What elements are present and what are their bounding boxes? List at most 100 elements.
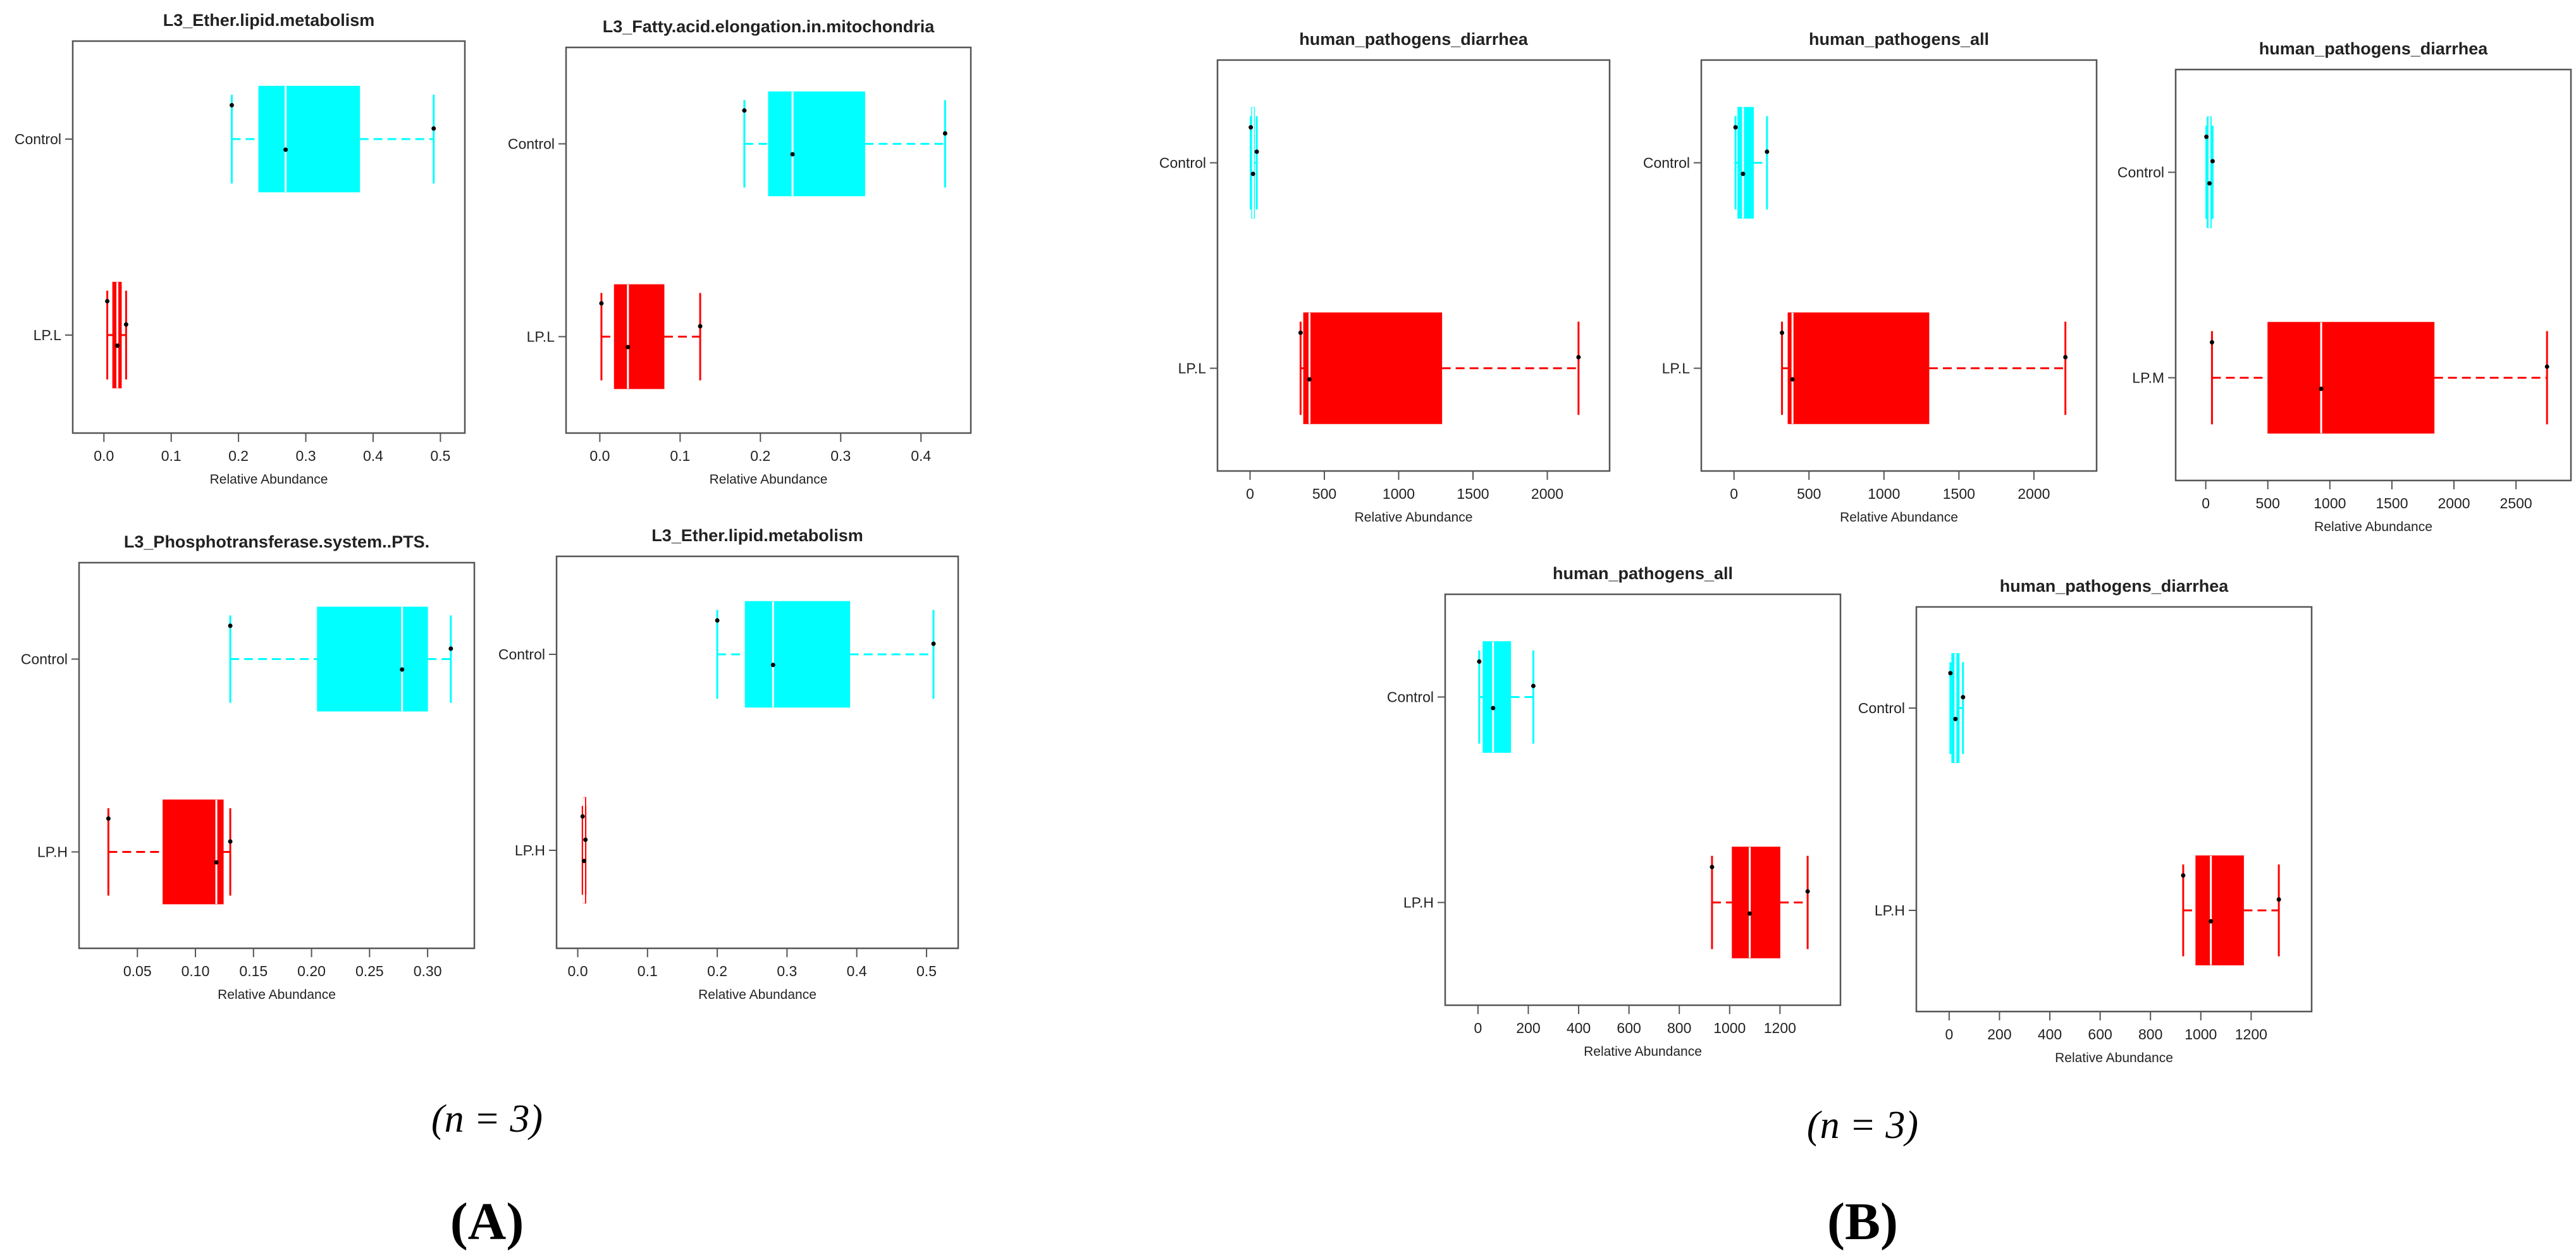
data-point bbox=[1576, 355, 1581, 360]
data-point bbox=[448, 646, 453, 651]
data-point bbox=[580, 814, 585, 819]
data-point bbox=[1248, 125, 1254, 130]
iqr-box bbox=[1732, 847, 1780, 958]
x-axis-label: Relative Abundance bbox=[698, 988, 817, 1002]
x-tick-label: 0 bbox=[1246, 486, 1254, 502]
data-point bbox=[1953, 716, 1958, 721]
data-point bbox=[1477, 659, 1482, 664]
chart-title: L3_Fatty.acid.elongation.in.mitochondria bbox=[603, 17, 935, 36]
data-point bbox=[214, 860, 219, 865]
x-tick-label: 0.2 bbox=[707, 963, 727, 979]
data-point bbox=[1250, 171, 1255, 176]
panel-b-label: (B) bbox=[1827, 1192, 1898, 1251]
group-label: LP.L bbox=[1178, 360, 1207, 377]
x-tick-label: 1000 bbox=[2185, 1026, 2217, 1043]
chart-9: human_pathogens_diarrhea 0 200 400 600 800 100… bbox=[1858, 577, 2313, 1065]
iqr-box bbox=[1482, 641, 1512, 753]
x-axis-label: Relative Abundance bbox=[1355, 510, 1473, 525]
data-point bbox=[2210, 159, 2215, 164]
x-tick-label: 0.0 bbox=[589, 448, 610, 464]
data-point bbox=[1741, 171, 1746, 176]
data-point bbox=[2063, 355, 2068, 360]
chart-2: L3_Fatty.acid.elongation.in.mitochondria… bbox=[508, 17, 972, 487]
plot-frame bbox=[565, 46, 972, 434]
group-label: LP.H bbox=[1875, 902, 1905, 919]
data-point bbox=[931, 641, 936, 646]
data-point bbox=[1254, 149, 1259, 154]
x-tick-label: 0.2 bbox=[750, 448, 770, 464]
chart-4: L3_Ether.lipid.metabolism 0.0 0.1 0.2 0.3 0.4… bbox=[498, 526, 959, 1002]
data-point bbox=[106, 816, 111, 821]
x-axis-label: Relative Abundance bbox=[218, 988, 336, 1002]
plot-frame bbox=[555, 555, 959, 950]
data-point bbox=[105, 298, 110, 303]
x-tick-label: 0.1 bbox=[638, 963, 658, 979]
data-point bbox=[2276, 897, 2281, 902]
group-label: Control bbox=[498, 646, 545, 663]
x-tick-label: 0 bbox=[1730, 486, 1738, 502]
data-point bbox=[942, 131, 947, 136]
data-point bbox=[1805, 889, 1810, 894]
x-tick-label: 0.15 bbox=[239, 963, 268, 979]
x-tick-label: 0.1 bbox=[161, 448, 182, 464]
plot-frame bbox=[1915, 606, 2313, 1013]
data-point bbox=[1747, 911, 1753, 916]
group-label: Control bbox=[1858, 700, 1905, 716]
data-point bbox=[1491, 706, 1496, 711]
data-point bbox=[1298, 330, 1303, 335]
data-point bbox=[770, 663, 775, 668]
x-tick-label: 2000 bbox=[2018, 486, 2050, 502]
iqr-box bbox=[2267, 322, 2435, 434]
x-tick-label: 0.3 bbox=[830, 448, 851, 464]
plot-frame bbox=[1700, 59, 2098, 472]
x-tick-label: 0.2 bbox=[228, 448, 249, 464]
x-tick-label: 1200 bbox=[1764, 1020, 1796, 1036]
x-tick-label: 0 bbox=[1945, 1026, 1953, 1043]
data-point bbox=[2209, 919, 2214, 924]
group-label: Control bbox=[1643, 155, 1690, 171]
x-tick-label: 2000 bbox=[2437, 495, 2470, 511]
panel-b-sample-note: (n = 3) bbox=[1807, 1104, 1918, 1147]
x-tick-label: 0.4 bbox=[847, 963, 867, 979]
iqr-box bbox=[258, 85, 361, 193]
iqr-box bbox=[613, 284, 665, 389]
x-tick-label: 500 bbox=[1797, 486, 1821, 502]
x-axis-label: Relative Abundance bbox=[210, 472, 328, 487]
data-point bbox=[1948, 671, 1953, 676]
x-tick-label: 0.5 bbox=[916, 963, 937, 979]
data-point bbox=[228, 623, 233, 628]
data-point bbox=[1307, 377, 1312, 382]
group-label: Control bbox=[1159, 155, 1206, 171]
chart-title: human_pathogens_diarrhea bbox=[2259, 39, 2489, 58]
data-point bbox=[2207, 181, 2212, 186]
data-point bbox=[626, 345, 631, 350]
x-tick-label: 0.1 bbox=[670, 448, 690, 464]
data-point bbox=[581, 859, 586, 864]
x-tick-label: 0.4 bbox=[911, 448, 931, 464]
charts-layer: L3_Ether.lipid.metabolism 0.0 0.1 0.2 0.3 0.4… bbox=[15, 11, 2572, 1065]
x-tick-label: 1000 bbox=[1713, 1020, 1746, 1036]
x-tick-label: 800 bbox=[1667, 1020, 1691, 1036]
data-point bbox=[2319, 386, 2324, 391]
chart-7: human_pathogens_diarrhea 0 500 1000 1500 2000… bbox=[2117, 39, 2572, 534]
group-label: Control bbox=[1387, 689, 1434, 706]
data-point bbox=[1961, 695, 1966, 700]
x-axis-label: Relative Abundance bbox=[2055, 1051, 2173, 1065]
plot-frame bbox=[1444, 593, 1842, 1006]
chart-8: human_pathogens_all 0 200 400 600 800 1000 1200… bbox=[1387, 564, 1842, 1059]
data-point bbox=[790, 152, 795, 157]
chart-3: L3_Phosphotransferase.system..PTS. 0.05 0.… bbox=[21, 532, 476, 1002]
data-point bbox=[400, 667, 405, 672]
data-point bbox=[2181, 873, 2186, 878]
plot-frame bbox=[1216, 59, 1611, 472]
x-tick-label: 1200 bbox=[2235, 1026, 2267, 1043]
group-label: LP.L bbox=[527, 329, 555, 345]
chart-title: human_pathogens_all bbox=[1553, 564, 1733, 583]
data-point bbox=[1733, 125, 1738, 130]
chart-6: human_pathogens_all 0 500 1000 1500 2000 Relat… bbox=[1643, 30, 2098, 525]
x-tick-label: 1500 bbox=[1457, 486, 1489, 502]
group-label: LP.M bbox=[2132, 370, 2164, 386]
iqr-box bbox=[1787, 312, 1930, 424]
x-tick-label: 0 bbox=[2202, 495, 2210, 511]
data-point bbox=[2209, 339, 2214, 345]
